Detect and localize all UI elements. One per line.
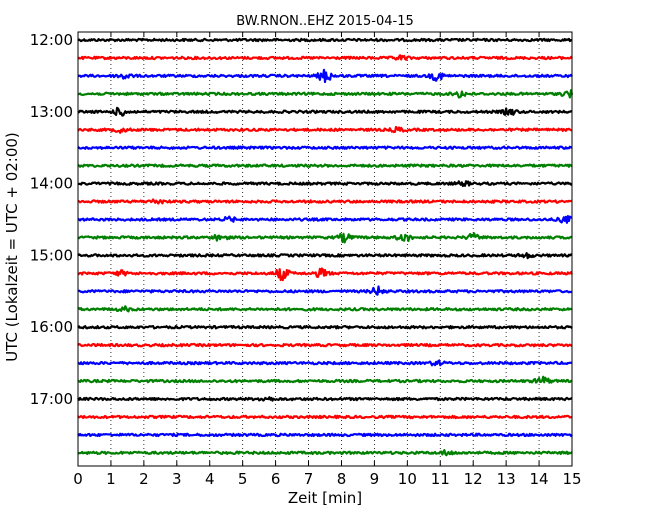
x-tick-label: 14 [530, 470, 549, 488]
x-tick-label: 13 [497, 470, 516, 488]
axis-ticks [77, 32, 573, 466]
chart-title: BW.RNON..EHZ 2015-04-15 [236, 14, 414, 29]
trace-1315 [77, 125, 573, 134]
trace-1300 [77, 106, 573, 117]
y-tick-label: 13:00 [30, 103, 73, 121]
x-tick-label: 9 [370, 470, 380, 488]
trace-1745 [77, 449, 573, 457]
trace-1230 [77, 68, 573, 84]
trace-1215 [77, 54, 573, 61]
x-tick-label: 2 [139, 470, 149, 488]
trace-1400 [77, 180, 573, 188]
trace-1715 [77, 414, 573, 420]
y-tick-label: 16:00 [30, 318, 73, 336]
y-tick-label: 14:00 [30, 175, 73, 193]
seismogram-traces [77, 37, 574, 457]
x-axis-label: Zeit [min] [288, 489, 362, 507]
trace-1530 [77, 285, 573, 296]
x-tick-label: 7 [304, 470, 314, 488]
trace-1615 [77, 342, 573, 348]
trace-1245 [77, 89, 574, 99]
trace-1415 [77, 198, 573, 205]
y-axis-label: UTC (Lokalzeit = UTC + 02:00) [3, 132, 21, 362]
x-tick-label: 4 [205, 470, 215, 488]
trace-1700 [77, 396, 573, 402]
x-tick-label: 11 [431, 470, 450, 488]
y-tick-label: 17:00 [30, 390, 73, 408]
y-tick-labels: 12:00 13:00 14:00 15:00 16:00 17:00 [30, 31, 73, 408]
x-tick-label: 3 [172, 470, 182, 488]
trace-1730 [77, 432, 573, 438]
trace-1600 [77, 324, 573, 330]
trace-1515 [77, 267, 573, 282]
trace-1645 [77, 375, 573, 384]
x-tick-labels: 0 1 2 3 4 5 6 7 8 9 10 11 12 13 14 15 [73, 470, 581, 488]
x-tick-label: 10 [398, 470, 417, 488]
x-tick-label: 15 [562, 470, 581, 488]
y-tick-label: 15:00 [30, 246, 73, 264]
y-tick-label: 12:00 [30, 31, 73, 49]
trace-1200 [77, 37, 573, 43]
x-tick-label: 8 [337, 470, 347, 488]
x-tick-label: 6 [271, 470, 281, 488]
trace-1630 [77, 359, 573, 367]
grid-lines [110, 32, 540, 466]
trace-1330 [77, 145, 573, 150]
x-tick-label: 0 [73, 470, 83, 488]
x-tick-label: 12 [464, 470, 483, 488]
trace-1445 [77, 232, 573, 244]
trace-1545 [77, 305, 573, 313]
trace-1345 [77, 163, 573, 168]
trace-1500 [77, 252, 573, 260]
trace-1430 [77, 214, 573, 224]
x-tick-label: 1 [106, 470, 116, 488]
x-tick-label: 5 [238, 470, 248, 488]
plot-frame [77, 31, 573, 467]
